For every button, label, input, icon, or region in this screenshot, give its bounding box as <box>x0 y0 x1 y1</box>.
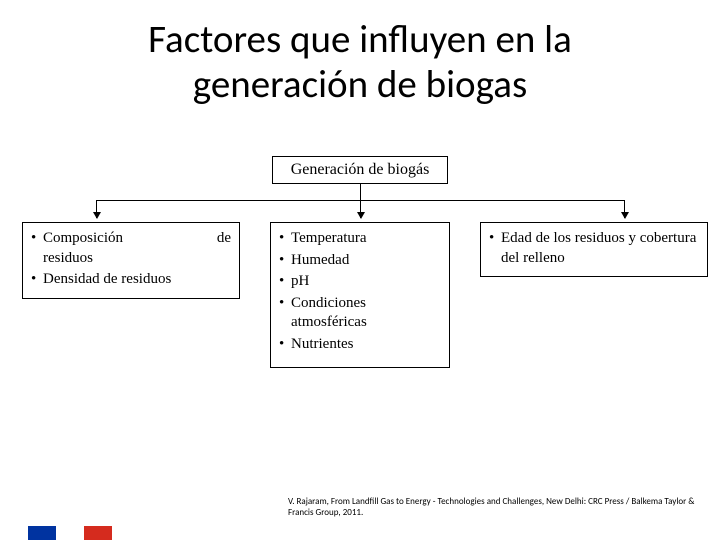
list-item: Nutrientes <box>275 335 441 355</box>
column-2-list: Temperatura Humedad pH Condiciones atmos… <box>275 229 441 354</box>
list-item: Edad de los residuos y cobertura del rel… <box>485 229 699 268</box>
arrow-to-col1 <box>96 200 97 218</box>
item-text: Condiciones atmosféricas <box>291 295 367 331</box>
column-3-list: Edad de los residuos y cobertura del rel… <box>485 229 699 268</box>
list-item: Composición de <box>27 229 231 249</box>
item-text: Densidad de residuos <box>43 271 171 287</box>
item-text: Humedad <box>291 252 349 268</box>
list-item: Humedad <box>275 251 441 271</box>
column-2-box: Temperatura Humedad pH Condiciones atmos… <box>270 222 450 368</box>
list-item: Densidad de residuos <box>27 270 231 290</box>
slide: Factores que influyen en la generación d… <box>0 0 720 540</box>
flag-icon <box>28 526 112 540</box>
connector-root-stem <box>360 184 361 200</box>
item-text-left: Composición <box>43 229 123 249</box>
item-text: Nutrientes <box>291 336 353 352</box>
root-node: Generación de biogás <box>272 156 448 184</box>
arrow-to-col3 <box>624 200 625 218</box>
column-3-box: Edad de los residuos y cobertura del rel… <box>480 222 708 277</box>
list-item: Temperatura <box>275 229 441 249</box>
root-label: Generación de biogás <box>291 161 430 178</box>
item-text: pH <box>291 273 309 289</box>
arrow-to-col2 <box>360 200 361 218</box>
flag-stripe-blue <box>28 526 56 540</box>
flag-stripe-red <box>84 526 112 540</box>
item-text: Temperatura <box>291 230 367 246</box>
column-1-list: Composición de residuos Densidad de resi… <box>27 229 231 290</box>
list-item: Condiciones atmosféricas <box>275 294 441 333</box>
slide-title: Factores que influyen en la generación d… <box>80 18 640 108</box>
flag-stripe-white <box>56 526 84 540</box>
list-item-continuation: residuos <box>27 249 231 269</box>
item-text: Edad de los residuos y cobertura del rel… <box>501 230 696 266</box>
column-1-box: Composición de residuos Densidad de resi… <box>22 222 240 299</box>
item-text-right: de <box>217 229 231 249</box>
item-text: residuos <box>43 250 93 266</box>
list-item: pH <box>275 272 441 292</box>
citation-text: V. Rajaram, From Landfill Gas to Energy … <box>288 496 708 519</box>
